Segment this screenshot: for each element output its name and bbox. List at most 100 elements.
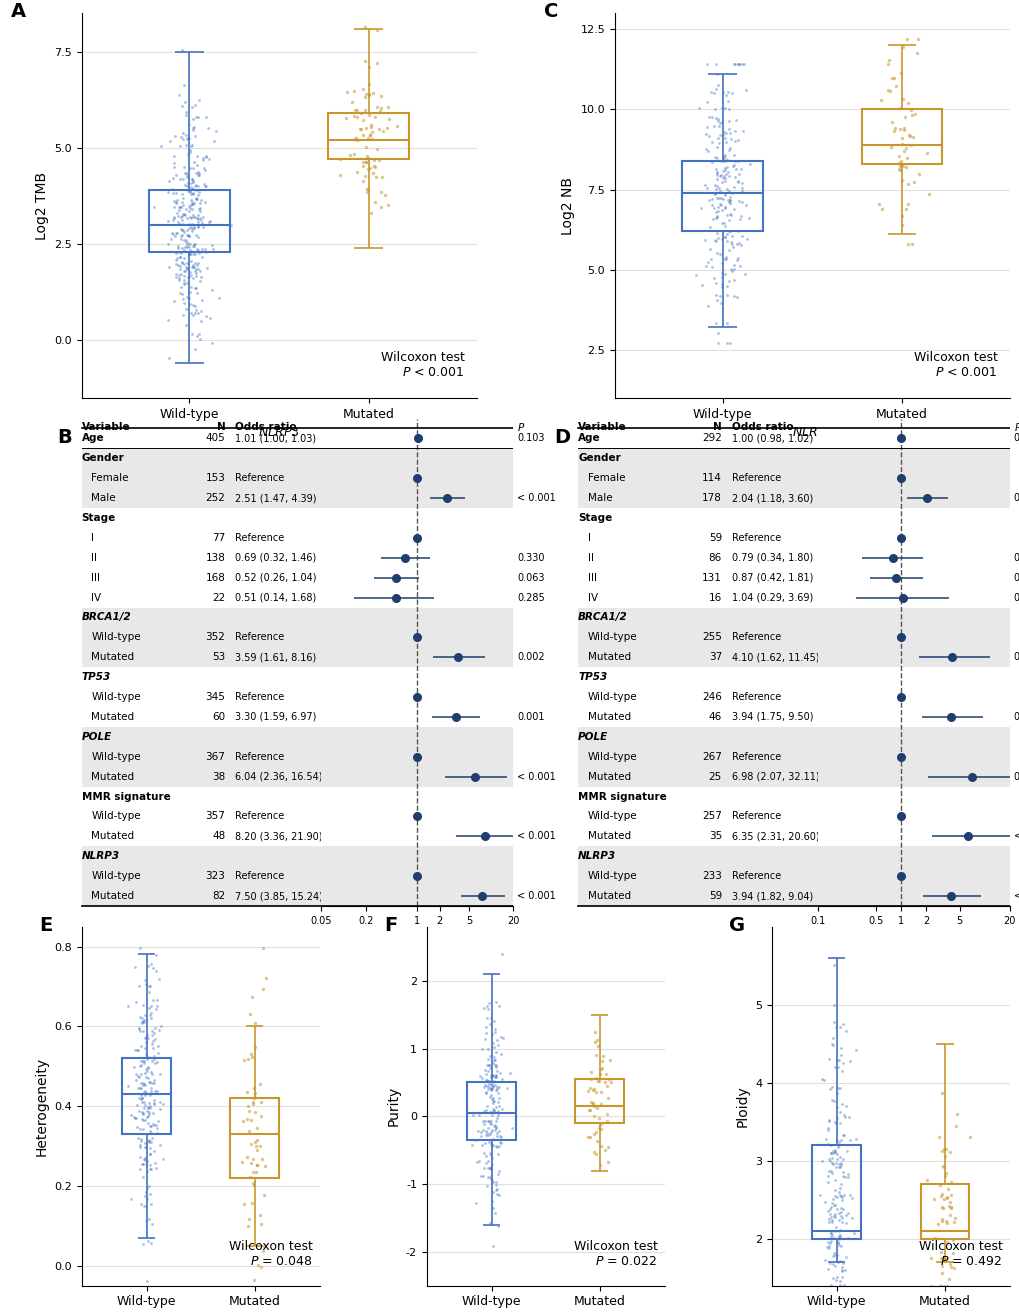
Point bbox=[708, 222, 725, 243]
Point bbox=[182, 276, 199, 297]
Point bbox=[184, 214, 201, 235]
Point bbox=[380, 109, 396, 130]
Point bbox=[342, 146, 359, 167]
Point bbox=[710, 115, 727, 136]
Point bbox=[172, 247, 189, 268]
Point bbox=[175, 188, 192, 209]
Point bbox=[166, 291, 182, 312]
Point bbox=[172, 226, 189, 247]
Point bbox=[706, 174, 722, 195]
Point bbox=[716, 168, 733, 189]
Point bbox=[840, 1228, 856, 1249]
Point bbox=[171, 195, 187, 216]
Point bbox=[480, 1118, 496, 1139]
Point bbox=[833, 1260, 849, 1281]
Point bbox=[492, 1044, 508, 1065]
Point bbox=[144, 1072, 160, 1093]
Point bbox=[708, 164, 725, 185]
Bar bbox=[328, 113, 409, 159]
Point bbox=[894, 134, 910, 155]
Point bbox=[193, 197, 209, 218]
Point bbox=[697, 139, 713, 160]
Text: POLE: POLE bbox=[578, 732, 607, 741]
Point bbox=[479, 1096, 495, 1117]
Point bbox=[152, 1135, 168, 1156]
Point bbox=[245, 1094, 261, 1115]
Point bbox=[141, 1072, 157, 1093]
Point bbox=[133, 1088, 150, 1109]
Point bbox=[829, 1231, 846, 1252]
Bar bbox=[578, 607, 817, 627]
Point bbox=[178, 234, 195, 255]
Point bbox=[821, 1203, 838, 1224]
Point bbox=[488, 1178, 504, 1199]
Point bbox=[148, 1157, 164, 1178]
Point bbox=[482, 1156, 498, 1177]
Point bbox=[189, 282, 205, 303]
Point bbox=[485, 1065, 501, 1086]
Point bbox=[132, 1194, 149, 1215]
Point bbox=[178, 219, 195, 240]
Point bbox=[175, 203, 192, 224]
Point bbox=[379, 97, 395, 118]
Point bbox=[190, 161, 206, 182]
Text: 255: 255 bbox=[701, 632, 721, 643]
Text: Reference: Reference bbox=[234, 752, 284, 762]
Point bbox=[717, 333, 734, 354]
Text: II: II bbox=[587, 552, 593, 563]
Point bbox=[829, 1181, 846, 1202]
Point bbox=[126, 1039, 143, 1060]
Point bbox=[498, 1078, 515, 1099]
Point bbox=[475, 1101, 491, 1122]
Point bbox=[186, 234, 203, 255]
Text: Reference: Reference bbox=[234, 871, 284, 882]
Text: Gender: Gender bbox=[578, 454, 621, 463]
Point bbox=[129, 1040, 146, 1061]
Point bbox=[332, 164, 348, 185]
Point bbox=[478, 1064, 494, 1085]
Point bbox=[137, 1038, 153, 1059]
Point bbox=[370, 118, 386, 139]
Point bbox=[723, 83, 740, 104]
Point bbox=[823, 1141, 840, 1162]
Point bbox=[184, 294, 201, 315]
Point bbox=[168, 249, 184, 270]
Point bbox=[173, 224, 190, 245]
Text: 0.330: 0.330 bbox=[517, 552, 544, 563]
Point bbox=[363, 114, 379, 135]
Point bbox=[361, 85, 377, 106]
Point bbox=[160, 256, 176, 277]
Point bbox=[177, 125, 194, 146]
Text: Reference: Reference bbox=[731, 812, 781, 821]
Text: 16: 16 bbox=[708, 593, 721, 602]
Point bbox=[832, 1224, 848, 1245]
Point bbox=[837, 1021, 853, 1042]
Text: N: N bbox=[217, 422, 225, 433]
Text: Wilcoxon test
$P$ < 0.001: Wilcoxon test $P$ < 0.001 bbox=[380, 350, 465, 379]
Point bbox=[487, 992, 503, 1013]
Point bbox=[717, 122, 734, 143]
Point bbox=[491, 1160, 507, 1181]
Point bbox=[136, 1092, 152, 1113]
Point bbox=[201, 148, 217, 169]
Point bbox=[475, 1077, 491, 1098]
Point bbox=[899, 174, 915, 195]
Point bbox=[588, 1068, 604, 1089]
Point bbox=[183, 168, 200, 189]
Point bbox=[709, 112, 726, 133]
Point bbox=[827, 1216, 844, 1237]
Point bbox=[181, 287, 198, 308]
Point bbox=[899, 29, 915, 50]
Point bbox=[487, 1117, 503, 1138]
Point bbox=[833, 1044, 849, 1065]
Point bbox=[600, 1088, 616, 1109]
Point bbox=[368, 20, 384, 41]
Text: < 0.001: < 0.001 bbox=[517, 493, 555, 502]
Point bbox=[731, 209, 747, 230]
Point bbox=[136, 1149, 152, 1170]
Text: Reference: Reference bbox=[234, 474, 284, 483]
Point bbox=[708, 161, 725, 182]
Point bbox=[482, 1111, 498, 1132]
Point bbox=[819, 1232, 836, 1253]
Bar bbox=[82, 766, 321, 787]
